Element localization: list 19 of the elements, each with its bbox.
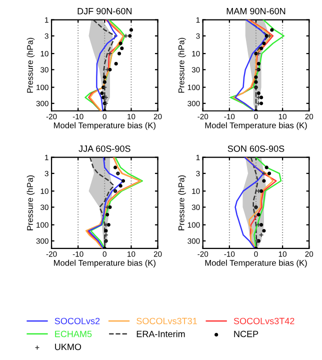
x-axis-title: Model Temperature bias (K) [205,260,307,268]
y-axis-title: Pressure (hPa) [26,38,35,93]
chart-title: SON 60S-90S [228,145,284,152]
x-axis-title: Model Temperature bias (K) [205,122,307,130]
chart-title: JJA 60S-90S [78,145,130,152]
legend-label: NCEP [234,330,258,338]
chart-title: MAM 90N-60N [226,8,286,14]
y-axis-title: Pressure (hPa) [178,175,186,230]
legend-label: SOCOLvs2 [54,318,100,324]
legend-label: UKMO [55,344,82,350]
legend-label: SOCOLvs3T31 [136,318,197,324]
legend-label: ECHAM5 [55,330,92,338]
legend-label: ERA-Interim [136,330,185,338]
chart-title: DJF 90N-60N [78,8,132,14]
legend-label: SOCOLvs3T42 [234,318,294,324]
y-axis-title: Pressure (hPa) [178,38,186,93]
y-axis-title: Pressure (hPa) [26,175,35,230]
x-axis-title: Model Temperature bias (K) [54,260,156,268]
x-axis-title: Model Temperature bias (K) [54,122,156,130]
